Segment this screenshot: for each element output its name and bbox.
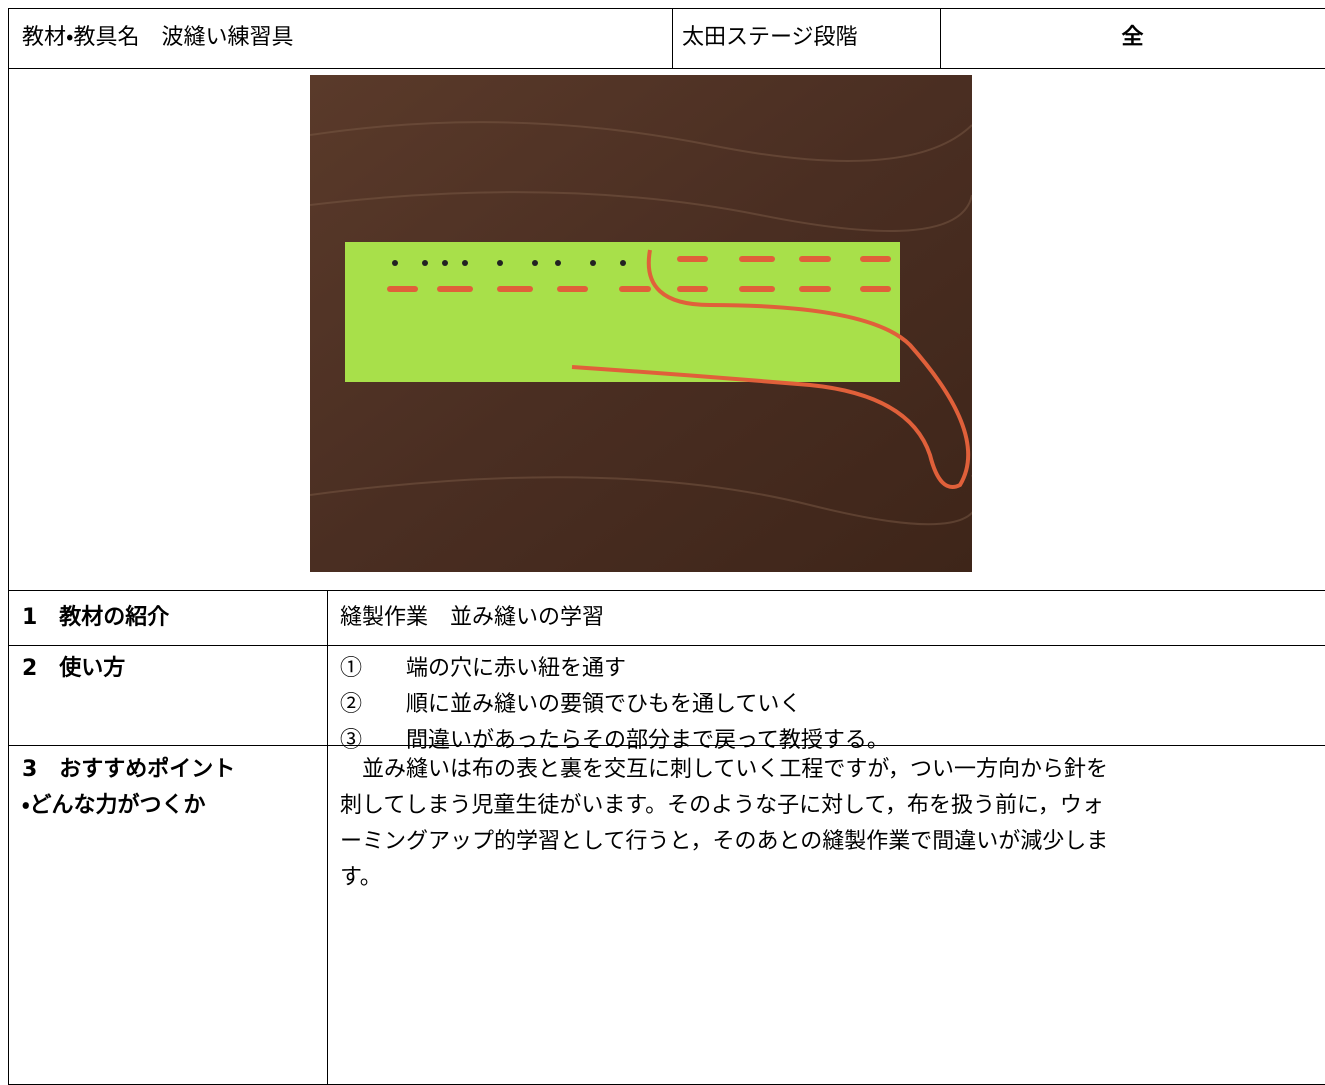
row-text: ② 順に並み縫いの要領でひもを通していく bbox=[340, 692, 802, 717]
row-text: ③ 間違いがあったらその部分まで戻って教授する。 bbox=[340, 728, 889, 753]
stage-label: 太田ステージ段階 bbox=[682, 25, 858, 50]
row-label: ・どんな力がつくか bbox=[22, 793, 206, 818]
stage-value: 全 bbox=[1121, 25, 1144, 50]
row-label: 2 使い方 bbox=[22, 656, 126, 681]
row-text: 刺してしまう児童生徒がいます。そのような子に対して，布を扱う前に，ウォ bbox=[340, 793, 1104, 818]
row-text: ① 端の穴に赤い紐を通す bbox=[340, 656, 627, 681]
row-text: す。 bbox=[340, 865, 382, 890]
row-text: ーミングアップ的学習として行うと，そのあとの縫製作業で間違いが減少しま bbox=[340, 829, 1109, 854]
row-text: 並み縫いは布の表と裏を交互に刺していく工程ですが，つい一方向から針を bbox=[340, 757, 1109, 782]
photo bbox=[310, 75, 972, 572]
row-label: 1 教材の紹介 bbox=[22, 605, 170, 630]
title: 教材・教具名 波縫い練習具 bbox=[22, 25, 294, 50]
row-label: 3 おすすめポイント bbox=[22, 757, 236, 782]
row-text: 縫製作業 並み縫いの学習 bbox=[340, 605, 605, 630]
